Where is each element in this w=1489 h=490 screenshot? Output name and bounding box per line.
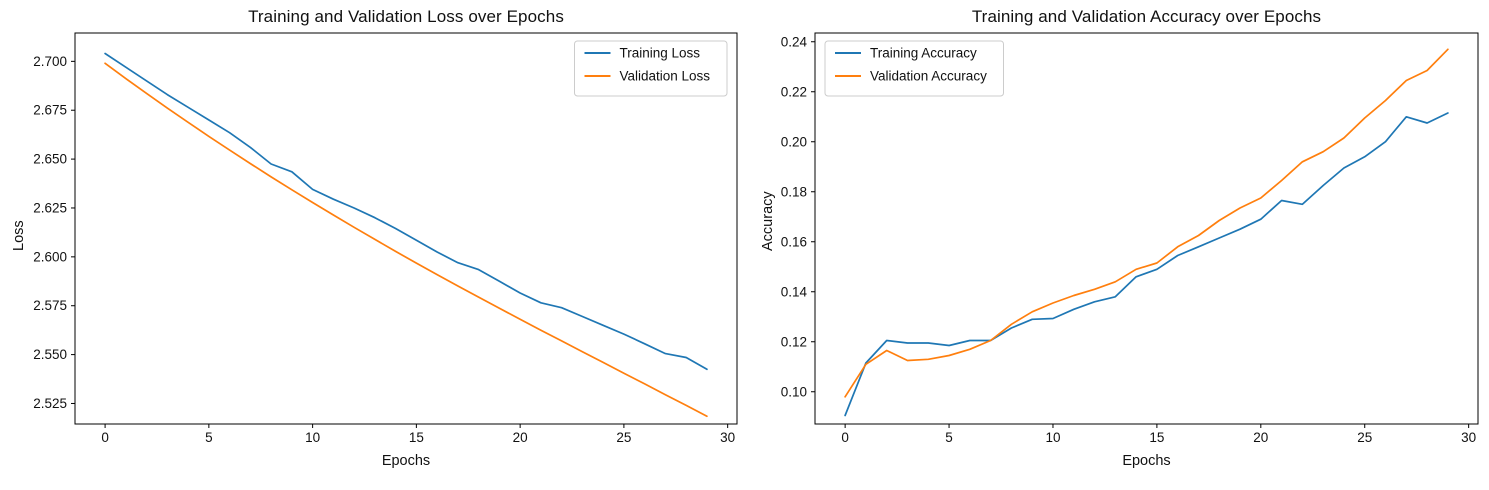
- y-tick-label: 0.22: [781, 84, 807, 99]
- y-tick-label: 2.575: [33, 298, 67, 313]
- chart-title: Training and Validation Loss over Epochs: [248, 7, 564, 26]
- y-tick-label: 0.20: [781, 134, 807, 149]
- x-tick-label: 20: [1253, 430, 1268, 445]
- x-tick-label: 20: [513, 430, 528, 445]
- y-tick-label: 0.24: [781, 34, 808, 49]
- y-tick-label: 2.600: [33, 249, 67, 264]
- legend-box: [574, 40, 728, 97]
- y-tick-label: 0.14: [781, 284, 808, 299]
- loss-chart-canvas: 0 5 10 15 20 25 30 2.525 2.550 2.575 2.600 2.625 2.6…: [33, 32, 738, 445]
- series-line: [104, 52, 708, 371]
- legend: Training Accuracy Validation Accuracy: [824, 40, 1004, 97]
- y-tick-label: 2.675: [33, 103, 67, 118]
- legend-box: [824, 40, 1004, 97]
- series-line: [844, 112, 1449, 417]
- loss-chart: Training and Validation Loss over Epochs…: [11, 7, 738, 469]
- x-tick-label: 10: [305, 430, 320, 445]
- x-tick-label: 15: [1149, 430, 1164, 445]
- x-tick-label: 30: [720, 430, 735, 445]
- x-tick-label: 25: [1357, 430, 1372, 445]
- accuracy-chart-canvas: 0 5 10 15 20 25 30 0.10 0.12 0.14 0.16 0.18 0.20 0.22…: [781, 32, 1479, 445]
- x-axis-label: Epochs: [1122, 453, 1171, 469]
- x-tick-label: 0: [101, 430, 109, 445]
- accuracy-chart: Training and Validation Accuracy over Ep…: [745, 0, 1489, 490]
- y-tick-label: 2.625: [33, 200, 67, 215]
- y-tick-label: 0.12: [781, 334, 807, 349]
- plot-border: [814, 32, 1479, 425]
- legend-label: Training Accuracy: [870, 46, 977, 61]
- x-tick-label: 10: [1045, 430, 1060, 445]
- y-tick-label: 2.525: [33, 396, 67, 411]
- x-axis-label: Epochs: [381, 453, 431, 469]
- x-tick-label: 15: [409, 430, 424, 445]
- chart-title: Training and Validation Accuracy over Ep…: [971, 7, 1322, 26]
- y-tick-label: 0.16: [781, 234, 807, 249]
- series-line: [104, 62, 708, 418]
- y-tick-label: 2.700: [33, 54, 67, 69]
- legend: Training Loss Validation Loss: [574, 40, 728, 97]
- y-tick-label: 0.10: [781, 384, 807, 399]
- legend-label: Validation Loss: [620, 69, 711, 84]
- legend-label: Training Loss: [620, 46, 701, 61]
- x-tick-label: 0: [841, 430, 849, 445]
- y-tick-label: 2.550: [33, 347, 67, 362]
- y-tick-label: 2.650: [33, 152, 67, 167]
- y-axis-label: Accuracy: [760, 191, 776, 251]
- legend-label: Validation Accuracy: [870, 69, 987, 84]
- y-axis-label: Loss: [11, 220, 27, 251]
- y-tick-label: 0.18: [781, 184, 807, 199]
- x-tick-label: 25: [616, 430, 631, 445]
- x-tick-label: 30: [1461, 430, 1476, 445]
- series-line: [844, 48, 1449, 398]
- x-tick-label: 5: [205, 430, 213, 445]
- plot-border: [74, 32, 738, 425]
- x-tick-label: 5: [945, 430, 953, 445]
